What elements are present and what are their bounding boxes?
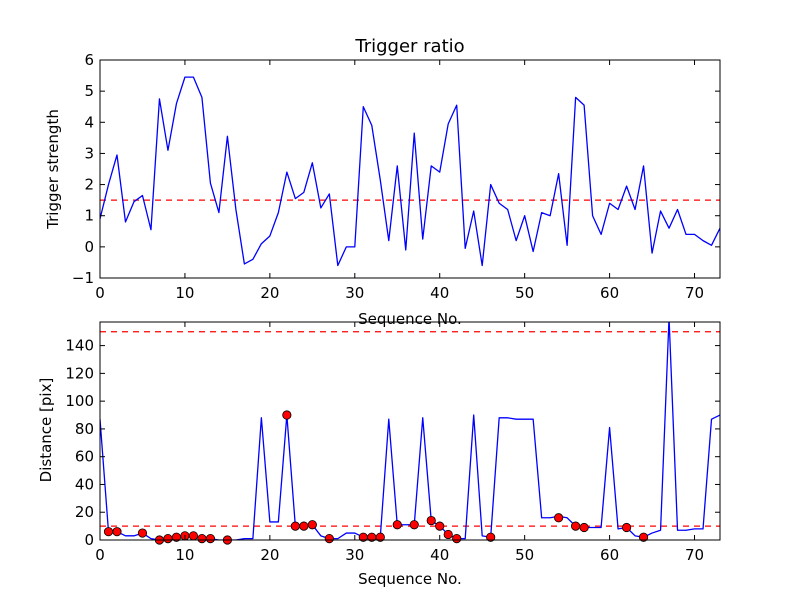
data-point-marker [205,534,216,544]
y-tick-label: 6 [84,51,94,69]
plot-contents [100,322,720,540]
data-point-marker [426,515,436,526]
y-tick-label: 120 [65,364,94,382]
data-point-marker [443,529,453,540]
x-tick-label: 30 [345,546,364,564]
x-tick-label: 60 [600,546,619,564]
y-tick-label: 2 [84,176,94,194]
data-point-marker [290,521,300,531]
data-point-marker [409,520,419,530]
y-tick-label: −1 [72,269,94,287]
data-point-marker [579,522,589,533]
y-tick-label: 60 [75,448,94,466]
y-tick-label: 80 [75,420,94,438]
y-tick-label: 0 [84,531,94,549]
y-tick-label: 3 [84,144,94,162]
x-tick-label: 0 [95,284,105,302]
x-tick-label: 40 [430,546,449,564]
data-point-marker [435,521,445,531]
y-tick-label: 0 [84,238,94,256]
data-point-marker [307,520,317,530]
distance-plot-area: 0 10 20 30 40 50 60 70 0 20 40 60 80 100 120 140 [65,321,721,564]
data-point-marker [452,534,462,544]
chart-title: Trigger ratio [354,36,464,57]
axes-frame [99,321,721,541]
data-point-marker [188,531,199,541]
x-axis-label: Sequence No. [358,310,462,328]
y-axis-label: Distance [pix] [37,378,55,483]
y-tick-label: 4 [84,113,94,131]
data-point-marker [375,532,385,542]
plot-contents [100,76,720,267]
x-tick-label: 20 [260,546,279,564]
y-tick-label: 20 [75,503,94,521]
data-point-marker [163,534,173,544]
y-axis-label: Trigger strength [44,109,62,230]
data-point-marker [197,534,207,544]
x-tick-label: 10 [175,546,194,564]
data-point-marker [324,534,334,544]
data-point-marker [137,528,148,538]
x-tick-label: 70 [685,284,704,302]
data-point-marker [299,521,309,531]
y-tick-label: 5 [84,82,94,100]
data-point-marker [571,521,581,531]
data-point-marker [638,532,649,542]
data-point-marker [554,513,564,523]
y-tick-label: 1 [84,207,94,225]
x-tick-label: 0 [95,546,105,564]
axes-frame [99,59,721,279]
x-tick-label: 10 [175,284,194,302]
series-line [100,76,720,267]
x-tick-label: 60 [600,284,619,302]
data-point-marker [112,527,122,537]
data-point-marker [282,410,292,420]
data-point-marker [103,527,114,537]
x-axis-label: Sequence No. [358,570,462,588]
x-tick-label: 40 [430,284,449,302]
x-tick-label: 20 [260,284,279,302]
data-point-marker [486,532,496,542]
data-point-marker [621,522,632,533]
y-tick-label: 100 [65,392,94,410]
x-tick-label: 30 [345,284,364,302]
distance-chart: 0 10 20 30 40 50 60 70 0 20 40 60 80 100 120 140 Sequen… [37,321,721,588]
x-tick-label: 70 [685,546,704,564]
data-point-marker [392,520,402,530]
y-tick-label: 140 [65,337,94,355]
series-line [100,322,720,540]
y-tick-label: 40 [75,475,94,493]
x-tick-label: 50 [515,284,534,302]
x-tick-label: 50 [515,546,534,564]
